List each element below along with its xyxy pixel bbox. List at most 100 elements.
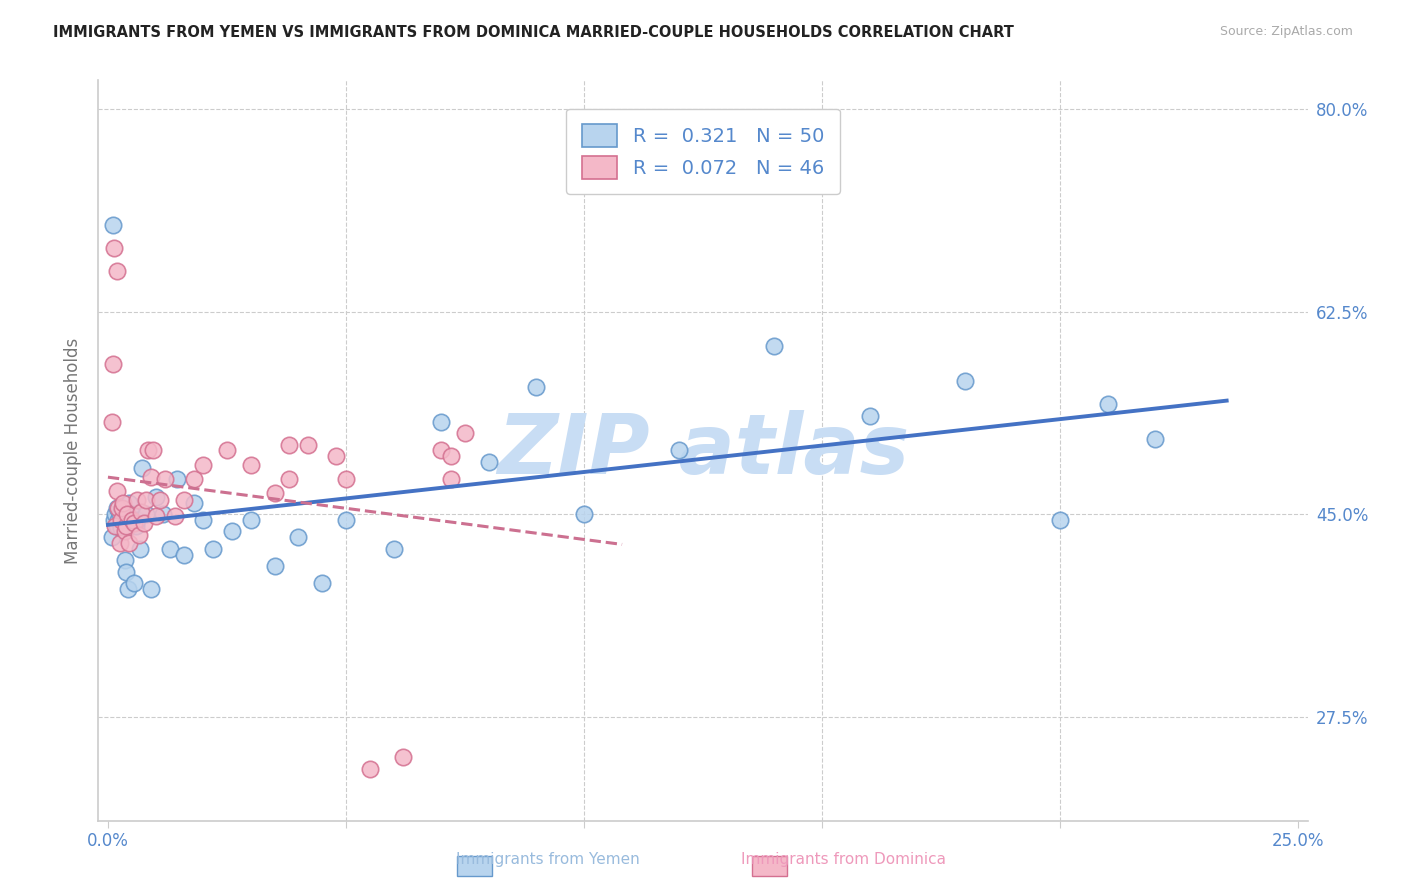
Point: [163, 509, 186, 524]
Text: IMMIGRANTS FROM YEMEN VS IMMIGRANTS FROM DOMINICA MARRIED-COUPLE HOUSEHOLDS CORR: IMMIGRANTS FROM YEMEN VS IMMIGRANTS FROM…: [53, 25, 1014, 40]
Point: [173, 548, 195, 562]
Point: [139, 470, 162, 484]
Point: [107, 518, 129, 533]
Text: Immigrants from Dominica: Immigrants from Dominica: [741, 852, 946, 867]
Point: [100, 530, 122, 544]
Point: [128, 528, 150, 542]
Point: [121, 507, 143, 521]
Point: [478, 455, 501, 469]
Point: [112, 509, 135, 524]
Point: [440, 472, 463, 486]
Point: [110, 513, 132, 527]
Point: [263, 559, 285, 574]
Point: [127, 513, 149, 527]
Point: [149, 493, 172, 508]
Point: [117, 582, 139, 597]
Point: [191, 513, 214, 527]
Point: [135, 493, 157, 508]
Point: [263, 486, 285, 500]
Point: [297, 438, 319, 452]
Point: [104, 507, 127, 521]
Point: [239, 513, 262, 527]
Point: [129, 505, 152, 519]
Point: [103, 513, 125, 527]
Point: [440, 449, 463, 463]
Point: [953, 374, 976, 388]
Text: Immigrants from Yemen: Immigrants from Yemen: [457, 852, 640, 867]
Point: [118, 536, 141, 550]
Point: [108, 536, 131, 550]
Point: [107, 513, 129, 527]
Point: [763, 339, 786, 353]
Point: [114, 524, 136, 539]
Point: [138, 443, 160, 458]
Point: [105, 483, 128, 498]
Point: [107, 264, 129, 278]
Point: [859, 409, 882, 423]
Point: [139, 582, 162, 597]
Point: [152, 507, 174, 521]
Point: [101, 357, 124, 371]
Point: [215, 443, 238, 458]
Point: [132, 516, 155, 531]
Point: [124, 518, 146, 533]
Point: [115, 509, 138, 524]
Point: [454, 426, 477, 441]
Point: [135, 507, 157, 521]
Point: [221, 524, 243, 539]
Point: [118, 495, 141, 509]
Point: [131, 460, 153, 475]
Point: [382, 541, 405, 556]
Point: [524, 380, 547, 394]
Point: [129, 541, 152, 556]
Point: [668, 443, 690, 458]
Point: [145, 490, 167, 504]
Point: [325, 449, 347, 463]
Point: [115, 518, 138, 533]
Point: [104, 518, 127, 533]
Point: [142, 443, 165, 458]
Point: [111, 513, 134, 527]
Point: [277, 472, 299, 486]
Point: [110, 521, 132, 535]
Point: [1097, 397, 1119, 411]
Point: [183, 472, 205, 486]
Point: [153, 472, 176, 486]
Point: [1144, 432, 1167, 446]
Point: [430, 415, 453, 429]
Point: [103, 241, 125, 255]
Point: [277, 438, 299, 452]
Text: ZIP atlas: ZIP atlas: [496, 410, 910, 491]
Point: [107, 501, 129, 516]
Point: [112, 495, 135, 509]
Point: [125, 493, 148, 508]
Point: [166, 472, 188, 486]
Point: [201, 541, 224, 556]
Point: [159, 541, 181, 556]
Point: [114, 553, 136, 567]
Point: [287, 530, 309, 544]
Point: [1049, 513, 1071, 527]
Point: [115, 507, 138, 521]
Point: [122, 576, 145, 591]
Point: [100, 415, 122, 429]
Legend: R =  0.321   N = 50, R =  0.072   N = 46: R = 0.321 N = 50, R = 0.072 N = 46: [567, 109, 839, 194]
Point: [173, 493, 195, 508]
Point: [359, 762, 381, 776]
Point: [121, 513, 143, 527]
Point: [191, 458, 214, 473]
Point: [115, 565, 138, 579]
Point: [239, 458, 262, 473]
Point: [108, 507, 131, 521]
Point: [122, 516, 145, 531]
Point: [430, 443, 453, 458]
Point: [335, 513, 357, 527]
Point: [105, 501, 128, 516]
Point: [111, 501, 134, 516]
Point: [311, 576, 333, 591]
Point: [335, 472, 357, 486]
Text: Source: ZipAtlas.com: Source: ZipAtlas.com: [1219, 25, 1353, 38]
Point: [145, 509, 167, 524]
Point: [392, 750, 415, 764]
Y-axis label: Married-couple Households: Married-couple Households: [63, 337, 82, 564]
